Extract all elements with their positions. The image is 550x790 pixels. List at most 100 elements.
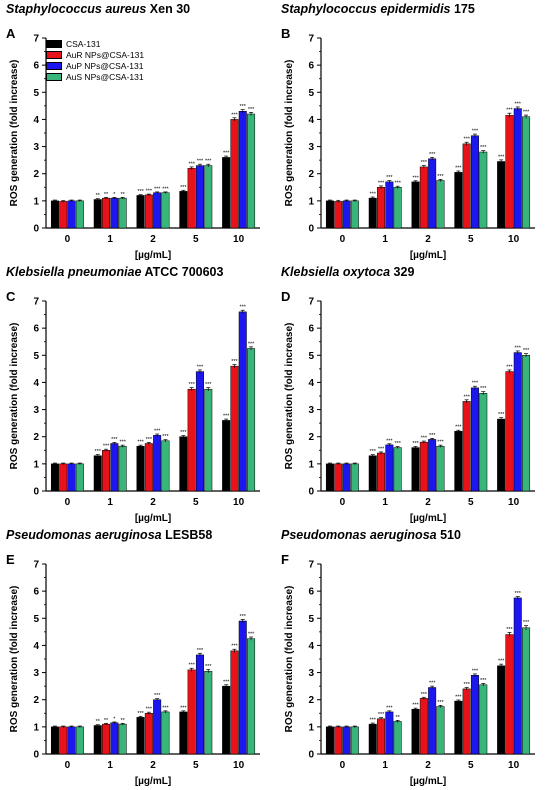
bar <box>385 181 394 229</box>
bar <box>118 445 127 492</box>
x-tick-label: 5 <box>193 497 199 508</box>
bar <box>153 192 162 229</box>
significance-label: *** <box>231 644 238 650</box>
bar <box>325 200 334 229</box>
bar-chart-f: 0 1 2 3 4 5 6 7 ROS generation (fold increase) 0 1… <box>284 560 535 787</box>
panel-letter: B <box>281 26 291 41</box>
x-axis-title: [µg/mL] <box>135 250 171 261</box>
bar <box>505 634 514 755</box>
significance-label: ** <box>104 192 109 198</box>
bar <box>334 201 343 229</box>
panel-letter: F <box>281 552 289 567</box>
significance-label: *** <box>223 151 230 157</box>
bar <box>470 387 479 492</box>
bar <box>419 441 428 492</box>
bar <box>161 192 170 229</box>
bar <box>179 711 188 755</box>
significance-label: *** <box>248 632 255 638</box>
significance-label: *** <box>429 152 436 158</box>
significance-label: *** <box>154 429 161 435</box>
significance-label: *** <box>480 386 487 392</box>
bar <box>204 670 213 755</box>
y-tick-label: 4 <box>33 378 39 389</box>
bar <box>368 723 377 755</box>
bar <box>110 197 119 229</box>
significance-label: *** <box>248 107 255 113</box>
bar <box>102 450 111 492</box>
x-tick-label: 1 <box>382 497 388 508</box>
significance-label: *** <box>515 345 522 351</box>
legend-label: AuP NPs@CSA-131 <box>66 60 144 71</box>
y-tick-label: 3 <box>308 142 314 153</box>
y-tick-label: 2 <box>308 169 314 180</box>
significance-label: *** <box>506 108 513 114</box>
bar <box>93 455 102 492</box>
bar <box>334 463 343 492</box>
panel-title-species: Pseudomonas aeruginosa <box>281 528 437 542</box>
panel-title-strain: 510 <box>436 528 461 542</box>
panel-letter: E <box>6 552 15 567</box>
bar <box>222 685 231 755</box>
bar <box>204 388 213 492</box>
significance-label: *** <box>231 359 238 365</box>
bar <box>342 200 351 229</box>
bar <box>377 452 386 492</box>
bar <box>470 135 479 229</box>
bar <box>238 311 247 492</box>
y-axis-title: ROS generation (fold increase) <box>284 323 295 470</box>
bar <box>230 119 239 229</box>
significance-label: *** <box>370 718 377 724</box>
legend-swatch-csa131 <box>46 39 62 48</box>
bar <box>195 654 204 755</box>
significance-label: *** <box>119 440 126 446</box>
x-tick-label: 10 <box>508 234 520 245</box>
significance-label: *** <box>146 437 153 443</box>
bar <box>136 445 145 492</box>
panel-letter: A <box>6 26 16 41</box>
significance-label: ** <box>96 193 101 199</box>
bar <box>377 718 386 755</box>
significance-label: *** <box>455 694 462 700</box>
y-tick-label: 5 <box>308 614 314 625</box>
significance-label: *** <box>180 185 187 191</box>
significance-label: *** <box>463 137 470 143</box>
bar <box>161 440 170 492</box>
y-tick-label: 2 <box>308 432 314 443</box>
significance-label: *** <box>370 192 377 198</box>
bar <box>428 158 437 229</box>
significance-label: *** <box>137 711 144 717</box>
bar <box>513 597 522 755</box>
x-axis-title: [µg/mL] <box>135 513 171 524</box>
bar <box>136 717 145 755</box>
chart-panel-d: Klebsiella oxytoca 329 D 0 1 2 3 4 5 6 7 ROS gen… <box>275 263 550 526</box>
legend-entry: AuP NPs@CSA-131 <box>46 60 144 71</box>
x-tick-label: 2 <box>425 760 431 771</box>
bar <box>204 165 213 229</box>
legend-label: AuR NPs@CSA-131 <box>66 49 145 60</box>
bar <box>497 418 506 492</box>
panel-title-species: Pseudomonas aeruginosa <box>6 528 162 542</box>
y-tick-label: 3 <box>33 405 39 416</box>
y-tick-label: 4 <box>308 641 314 652</box>
significance-label: *** <box>205 382 212 388</box>
significance-label: *** <box>180 430 187 436</box>
significance-label: *** <box>412 175 419 181</box>
bar <box>110 722 119 755</box>
x-axis-title: [µg/mL] <box>410 513 446 524</box>
significance-label: *** <box>240 104 247 110</box>
bar <box>522 627 531 755</box>
x-tick-label: 2 <box>150 760 156 771</box>
y-tick-label: 7 <box>308 297 314 308</box>
bar <box>479 151 488 229</box>
y-tick-label: 5 <box>308 88 314 99</box>
y-tick-label: 6 <box>308 61 314 72</box>
x-tick-label: 0 <box>340 234 346 245</box>
bar <box>522 116 531 229</box>
significance-label: *** <box>523 348 530 354</box>
x-tick-label: 1 <box>107 497 113 508</box>
significance-label: *** <box>197 648 204 654</box>
bar <box>50 726 59 755</box>
significance-label: *** <box>146 189 153 195</box>
y-tick-label: 6 <box>308 587 314 598</box>
bar <box>454 431 463 492</box>
